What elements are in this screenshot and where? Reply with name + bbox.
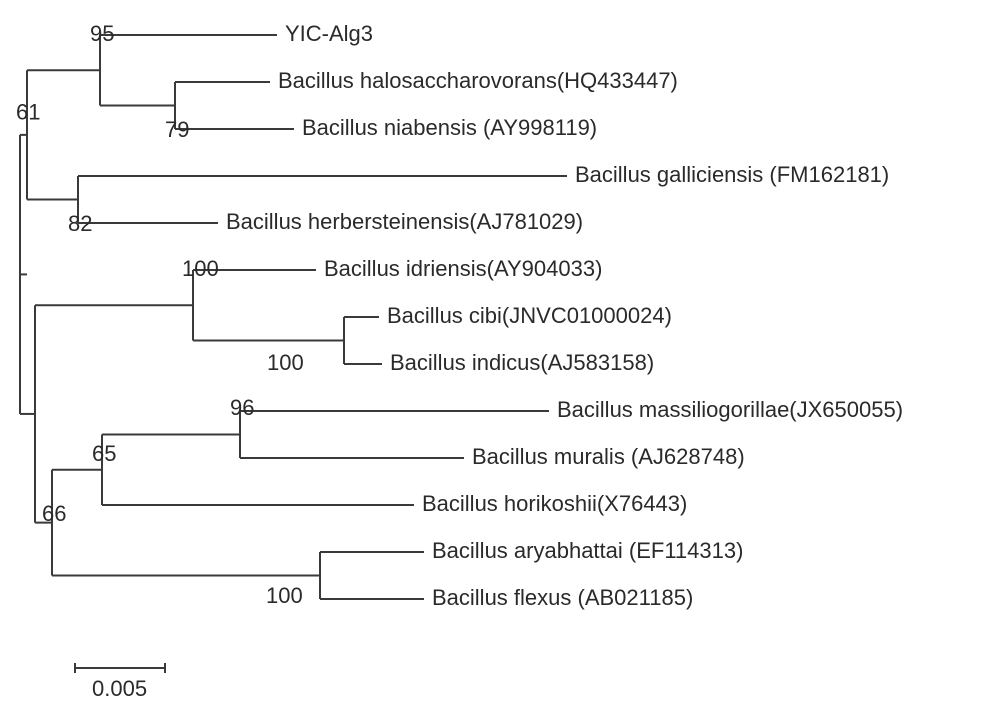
taxon-label: Bacillus muralis (AJ628748) — [472, 444, 745, 469]
taxon-label: Bacillus idriensis(AY904033) — [324, 256, 602, 281]
bootstrap-value: 61 — [16, 99, 40, 124]
bootstrap-value: 100 — [266, 583, 303, 608]
bootstrap-value: 66 — [42, 501, 66, 526]
taxon-label: Bacillus horikoshii(X76443) — [422, 491, 687, 516]
scale-bar-label: 0.005 — [92, 676, 147, 701]
taxon-label: Bacillus cibi(JNVC01000024) — [387, 303, 672, 328]
taxon-label: Bacillus aryabhattai (EF114313) — [432, 538, 743, 563]
bootstrap-value: 79 — [165, 117, 189, 142]
taxon-label: Bacillus massiliogorillae(JX650055) — [557, 397, 903, 422]
taxon-label: Bacillus indicus(AJ583158) — [390, 350, 654, 375]
bootstrap-value: 82 — [68, 211, 92, 236]
taxon-label: YIC-Alg3 — [285, 21, 373, 46]
taxon-label: Bacillus herbersteinensis(AJ781029) — [226, 209, 583, 234]
taxon-label: Bacillus galliciensis (FM162181) — [575, 162, 889, 187]
bootstrap-value: 95 — [90, 21, 114, 46]
bootstrap-value: 96 — [230, 395, 254, 420]
taxon-label: Bacillus halosaccharovorans(HQ433447) — [278, 68, 678, 93]
taxon-label: Bacillus niabensis (AY998119) — [302, 115, 597, 140]
taxon-label: Bacillus flexus (AB021185) — [432, 585, 693, 610]
bootstrap-value: 100 — [267, 350, 304, 375]
bootstrap-value: 100 — [182, 256, 219, 281]
bootstrap-value: 65 — [92, 441, 116, 466]
